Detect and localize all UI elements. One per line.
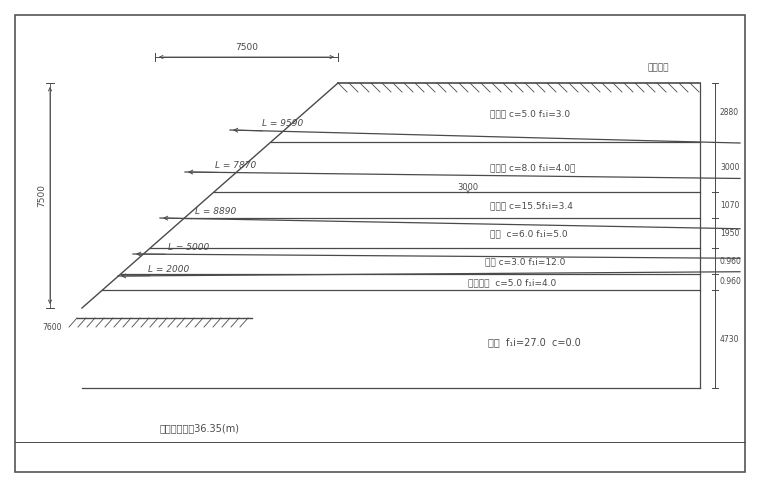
Text: 素填土 c=5.0 f₁i=3.0: 素填土 c=5.0 f₁i=3.0 (490, 110, 570, 118)
Text: L = 2000: L = 2000 (148, 265, 189, 275)
Text: 0.960: 0.960 (720, 278, 742, 286)
Text: 3000: 3000 (458, 184, 479, 192)
Text: L = 7870: L = 7870 (215, 161, 256, 169)
Text: 粉质粘土  c=5.0 f₁i=4.0: 粉质粘土 c=5.0 f₁i=4.0 (468, 279, 556, 287)
Text: 7500: 7500 (235, 43, 258, 52)
Text: 7600: 7600 (43, 323, 62, 332)
Text: 粉土  c=6.0 f₁i=5.0: 粉土 c=6.0 f₁i=5.0 (490, 229, 568, 239)
Text: 粘性土 c=15.5f₁i=3.4: 粘性土 c=15.5f₁i=3.4 (490, 202, 573, 210)
Text: 3000: 3000 (720, 163, 739, 171)
Text: 粉砂 c=3.0 f₁i=12.0: 粉砂 c=3.0 f₁i=12.0 (485, 258, 565, 266)
Text: 卵石  f₁i=27.0  c=0.0: 卵石 f₁i=27.0 c=0.0 (488, 337, 581, 347)
Text: 1950: 1950 (720, 228, 739, 238)
Text: 1070: 1070 (720, 201, 739, 209)
Text: L = 8890: L = 8890 (195, 207, 236, 217)
Text: 0.960: 0.960 (720, 257, 742, 265)
Text: 4730: 4730 (720, 335, 739, 343)
Text: 土层参数: 土层参数 (648, 63, 670, 73)
Text: L = 5000: L = 5000 (168, 244, 209, 252)
Text: 土钉总长度䎀36.35(m): 土钉总长度䎀36.35(m) (160, 423, 240, 433)
Text: 2880: 2880 (720, 108, 739, 117)
Text: 粘性土 c=8.0 f₁i=4.0厘: 粘性土 c=8.0 f₁i=4.0厘 (490, 164, 575, 172)
Text: 7500: 7500 (37, 184, 46, 207)
Text: L = 9590: L = 9590 (262, 119, 303, 129)
